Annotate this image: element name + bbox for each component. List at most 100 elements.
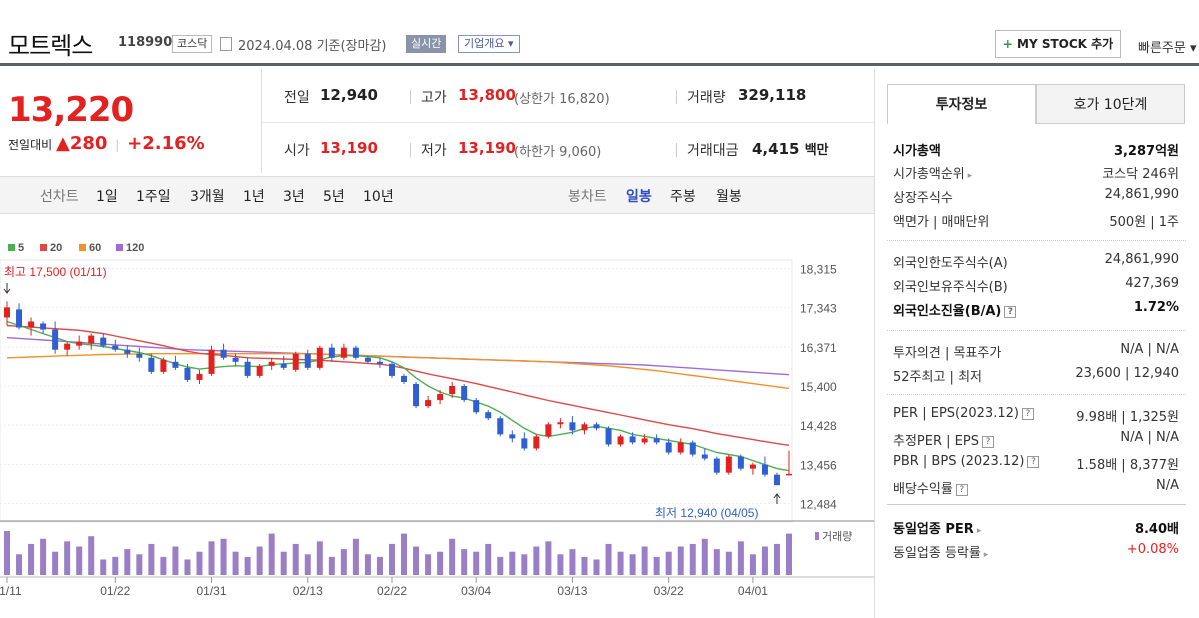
market-cap-value: 3,287억원 bbox=[1113, 144, 1179, 159]
candle-body bbox=[316, 347, 323, 368]
volume-bar bbox=[136, 554, 143, 575]
period-1w[interactable]: 1주일 bbox=[136, 189, 171, 205]
foreign-limit-label: 외국인한도주식수(A) bbox=[893, 256, 1008, 271]
week52-high-low-label: 52주최고 | 최저 bbox=[893, 370, 982, 385]
low-label: 저가 bbox=[421, 143, 447, 159]
help-icon[interactable]: ? bbox=[981, 436, 994, 448]
arrow-up-icon bbox=[773, 493, 781, 504]
candle-weekly[interactable]: 주봉 bbox=[670, 189, 696, 205]
period-5y[interactable]: 5년 bbox=[323, 189, 345, 205]
company-overview-dropdown[interactable]: 기업개요 ▾ bbox=[458, 35, 520, 53]
pbr-bps-label[interactable]: PBR | BPS (2023.12)? bbox=[893, 454, 1040, 469]
pbr-bps-value: 1.58배 | 8,377원 bbox=[1076, 458, 1179, 473]
candle-body bbox=[244, 361, 251, 376]
volume-bar bbox=[761, 546, 768, 575]
volume-bar bbox=[413, 546, 420, 575]
foreign-ratio-label[interactable]: 외국인소진율(B/A)? bbox=[893, 300, 1017, 319]
tab-hoga[interactable]: 호가 10단계 bbox=[1036, 84, 1185, 124]
y-tick-label: 13,456 bbox=[800, 458, 837, 472]
volume-bar bbox=[725, 551, 732, 575]
volume-bar bbox=[88, 536, 95, 575]
volume-bar bbox=[521, 554, 528, 575]
legend-label-120: 120 bbox=[126, 242, 144, 254]
my-stock-add-button[interactable]: + MY STOCK 추가 bbox=[995, 30, 1121, 58]
candle-body bbox=[653, 438, 660, 443]
candle-body bbox=[268, 361, 275, 366]
price-change: 전일대비 ▲280 | +2.16% bbox=[8, 133, 205, 154]
volume-bar bbox=[533, 546, 540, 575]
row-divider bbox=[887, 240, 1186, 241]
x-tick-label: 03/22 bbox=[654, 584, 684, 598]
period-10y[interactable]: 10년 bbox=[363, 189, 394, 205]
y-tick-label: 18,315 bbox=[800, 262, 837, 276]
candle-monthly[interactable]: 월봉 bbox=[716, 189, 742, 205]
tab-invest-info[interactable]: 투자정보 bbox=[887, 84, 1036, 124]
candle-body bbox=[172, 361, 179, 368]
volume-bar bbox=[340, 549, 347, 575]
period-1y[interactable]: 1년 bbox=[243, 189, 265, 205]
help-icon[interactable]: ? bbox=[1027, 456, 1040, 468]
candle-body bbox=[388, 363, 395, 376]
est-per-eps-label[interactable]: 추정PER | EPS? bbox=[893, 430, 994, 449]
volume-bar bbox=[629, 554, 636, 575]
candle-body bbox=[485, 412, 492, 419]
candle-body bbox=[461, 385, 468, 401]
x-tick-label: 02/13 bbox=[293, 584, 323, 598]
x-tick-label: 02/22 bbox=[377, 584, 407, 598]
volume-bar bbox=[184, 559, 191, 575]
candle-body bbox=[148, 357, 155, 372]
help-icon[interactable]: ? bbox=[1021, 408, 1034, 420]
price-chart[interactable]: 18,315 17,343 16,371 15,400 14,428 13,456 12,4… bbox=[0, 215, 874, 618]
help-icon[interactable]: ? bbox=[955, 484, 968, 496]
sector-change-label[interactable]: 동일업종 등락률 ▸ bbox=[893, 546, 989, 561]
dividend-yield-label[interactable]: 배당수익률? bbox=[893, 478, 968, 497]
candle-daily[interactable]: 일봉 bbox=[626, 189, 652, 205]
volume-bar bbox=[232, 551, 239, 575]
candle-body bbox=[40, 323, 47, 330]
volume-legend-label: 거래량 bbox=[822, 530, 852, 543]
week52-high-low-value: 23,600 | 12,940 bbox=[1075, 366, 1179, 381]
opinion-target-value: N/A | N/A bbox=[1120, 342, 1179, 357]
candle-body bbox=[617, 436, 624, 445]
candle-body bbox=[713, 458, 720, 473]
volume-bar bbox=[328, 556, 335, 575]
candle-body bbox=[76, 341, 83, 346]
candle-body bbox=[64, 343, 71, 350]
volume-bar bbox=[376, 556, 383, 575]
chevron-right-icon: ▸ bbox=[964, 171, 973, 181]
per-eps-label[interactable]: PER | EPS(2023.12)? bbox=[893, 406, 1034, 421]
separator bbox=[676, 90, 677, 104]
help-icon[interactable]: ? bbox=[1004, 306, 1017, 318]
ma5-line bbox=[6, 320, 790, 472]
volume-bar bbox=[364, 554, 371, 575]
volume-bar bbox=[677, 546, 684, 575]
volume-bar bbox=[473, 551, 480, 575]
prev-value: 12,940 bbox=[320, 86, 378, 104]
period-3y[interactable]: 3년 bbox=[283, 189, 305, 205]
volume-bar bbox=[28, 543, 35, 575]
legend-label-60: 60 bbox=[89, 242, 101, 254]
line-chart-label: 선차트 bbox=[40, 189, 79, 205]
ma20-line bbox=[6, 324, 790, 446]
legend-label-5: 5 bbox=[18, 242, 24, 254]
quick-order-menu[interactable]: 빠른주문 ▾ bbox=[1138, 41, 1197, 56]
candle-body bbox=[4, 307, 10, 318]
volume-label: 거래량 bbox=[687, 90, 726, 106]
sector-per-label[interactable]: 동일업종 PER ▸ bbox=[893, 522, 982, 537]
candle-body bbox=[593, 424, 600, 429]
volume-bar bbox=[292, 543, 299, 575]
period-1d[interactable]: 1일 bbox=[96, 189, 118, 205]
candle-body bbox=[256, 365, 263, 376]
volume-bar bbox=[581, 556, 588, 575]
volume-bar bbox=[316, 541, 323, 575]
volume-bar bbox=[52, 551, 59, 575]
candle-body bbox=[773, 474, 780, 486]
candle-body bbox=[328, 347, 335, 358]
chevron-right-icon: ▸ bbox=[980, 550, 989, 560]
lower-limit: (하한가 9,060) bbox=[514, 145, 602, 160]
candle-body bbox=[232, 357, 239, 362]
market-cap-rank-label[interactable]: 시가총액순위 ▸ bbox=[893, 167, 973, 182]
period-3m[interactable]: 3개월 bbox=[190, 189, 225, 205]
realtime-button[interactable]: 실시간 bbox=[406, 35, 447, 53]
upper-limit: (상한가 16,820) bbox=[514, 92, 610, 107]
